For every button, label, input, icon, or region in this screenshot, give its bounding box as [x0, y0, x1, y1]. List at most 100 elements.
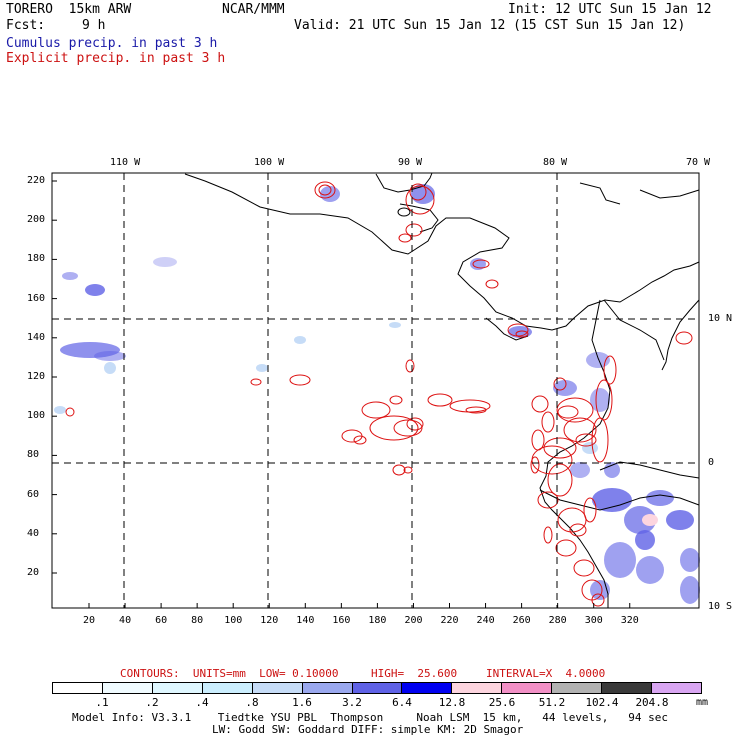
- scale-swatch: [402, 683, 453, 693]
- scale-label: .8: [245, 696, 259, 709]
- cumulus-precip-cell: [470, 258, 486, 270]
- model-info: Model Info: V3.3.1 Tiedtke YSU PBL Thomp…: [72, 711, 669, 724]
- cumulus-precip-cell: [604, 542, 636, 578]
- y-tick-label: 60: [27, 488, 40, 500]
- lon-label-1: 100 W: [254, 157, 285, 168]
- explicit-precip-contour: [405, 359, 415, 373]
- explicit-precip-contour: [427, 393, 453, 407]
- y-axis-ticks: [52, 180, 57, 574]
- explicit-precip-contour: [547, 463, 573, 497]
- color-scale-bar: [52, 682, 702, 694]
- explicit-precip-contour: [250, 378, 262, 386]
- cumulus-precip-cell: [94, 351, 126, 361]
- explicit-precip-contour: [398, 233, 412, 243]
- coast-segment: [485, 317, 529, 341]
- contour-interval: INTERVAL=X 4.0000: [486, 667, 606, 680]
- cumulus-precip-cell: [153, 257, 177, 267]
- scale-label: .2: [145, 696, 159, 709]
- forecast-hour: 9 h: [82, 18, 106, 33]
- scale-label: 204.8: [635, 696, 669, 709]
- cumulus-precip-cell: [54, 406, 66, 414]
- y-tick-label: 180: [27, 253, 46, 265]
- cumulus-precip-cell: [582, 442, 598, 454]
- y-tick-label: 120: [27, 371, 46, 382]
- scale-label: 25.6: [488, 696, 516, 709]
- explicit-precip-contour: [369, 415, 419, 441]
- cumulus-precip-cell: [624, 506, 656, 534]
- scale-label: .4: [195, 696, 209, 709]
- x-tick-label: 280: [548, 615, 567, 626]
- scale-label: 51.2: [538, 696, 566, 709]
- explicit-precip-contour: [556, 397, 594, 423]
- coast-segment: [603, 299, 665, 361]
- cumulus-precip-cell: [592, 488, 632, 512]
- cumulus-precip-cell: [586, 352, 610, 368]
- cumulus-precip-cell: [389, 322, 401, 328]
- y-tick-label: 220: [27, 175, 46, 186]
- scale-swatch: [53, 683, 103, 693]
- scale-swatch: [602, 683, 653, 693]
- explicit-precip-contour: [314, 181, 336, 199]
- map-frame: [51, 172, 700, 609]
- coast-segment: [184, 173, 700, 331]
- x-tick-label: 60: [155, 615, 168, 626]
- scale-swatch: [202, 683, 253, 693]
- cumulus-precip-cell: [642, 514, 658, 526]
- explicit-precip-contour: [403, 466, 413, 474]
- explicit-precip-contour: [531, 395, 549, 413]
- coast-segment: [399, 203, 439, 233]
- y-tick-label: 100: [27, 410, 46, 422]
- cumulus-legend: Cumulus precip. in past 3 h: [6, 36, 218, 51]
- explicit-precip-contour: [361, 401, 391, 419]
- explicit-precip-contour: [393, 419, 423, 437]
- explicit-precip-contour: [406, 417, 424, 431]
- x-tick-label: 140: [296, 615, 315, 626]
- explicit-precip-contour: [555, 539, 577, 557]
- explicit-precip-contour: [515, 330, 529, 338]
- y-tick-label: 160: [27, 292, 46, 304]
- coast-segment: [539, 489, 700, 511]
- cumulus-precip-cell: [294, 336, 306, 344]
- forecast-label: Fcst:: [6, 18, 46, 33]
- scale-swatch: [552, 683, 603, 693]
- cumulus-precip-cell: [680, 548, 700, 572]
- explicit-precip-contour: [537, 491, 559, 509]
- explicit-precip-contour: [573, 559, 595, 577]
- cumulus-precip-cell: [604, 462, 620, 478]
- cumulus-precip-cell: [680, 576, 700, 604]
- explicit-precip-contour: [449, 399, 491, 413]
- explicit-precip-contour: [353, 435, 367, 445]
- cumulus-precip-cell: [85, 284, 105, 296]
- x-tick-label: 160: [332, 615, 351, 626]
- explicit-precip-contour: [318, 184, 332, 196]
- explicit-precip-contour: [575, 433, 597, 447]
- explicit-precip-contour: [563, 417, 597, 443]
- valid-time: Valid: 21 UTC Sun 15 Jan 12 (15 CST Sun …: [294, 18, 686, 33]
- cumulus-precip-cell: [646, 490, 674, 506]
- lon-label-4: 70 W: [686, 157, 711, 168]
- scale-swatch: [452, 683, 503, 693]
- x-tick-label: 200: [404, 615, 423, 626]
- cumulus-precip-cell: [635, 530, 655, 550]
- explicit-precip-contour: [591, 593, 605, 607]
- y-tick-label: 200: [27, 214, 46, 226]
- explicit-precip-contour: [392, 464, 406, 476]
- cumulus-precip-cell: [256, 364, 268, 372]
- scale-swatch: [152, 683, 203, 693]
- scale-label: 3.2: [342, 696, 362, 709]
- x-tick-label: 40: [119, 615, 132, 626]
- cumulus-precip-shading: [54, 184, 700, 604]
- cumulus-precip-cell: [508, 326, 532, 338]
- explicit-precip-contour: [557, 507, 587, 533]
- cumulus-precip-cell: [666, 510, 694, 530]
- model-title: TORERO 15km ARW: [6, 2, 132, 17]
- explicit-precip-contour: [553, 377, 567, 391]
- explicit-precip-contour: [541, 411, 555, 433]
- cumulus-precip-cell: [62, 272, 78, 280]
- explicit-precip-contour: [675, 331, 693, 345]
- explicit-precip-contour: [543, 437, 577, 459]
- x-tick-label: 240: [476, 615, 495, 626]
- y-tick-label: 40: [27, 527, 40, 539]
- lat-label-1: 0: [708, 457, 715, 468]
- cumulus-precip-cell: [590, 388, 610, 412]
